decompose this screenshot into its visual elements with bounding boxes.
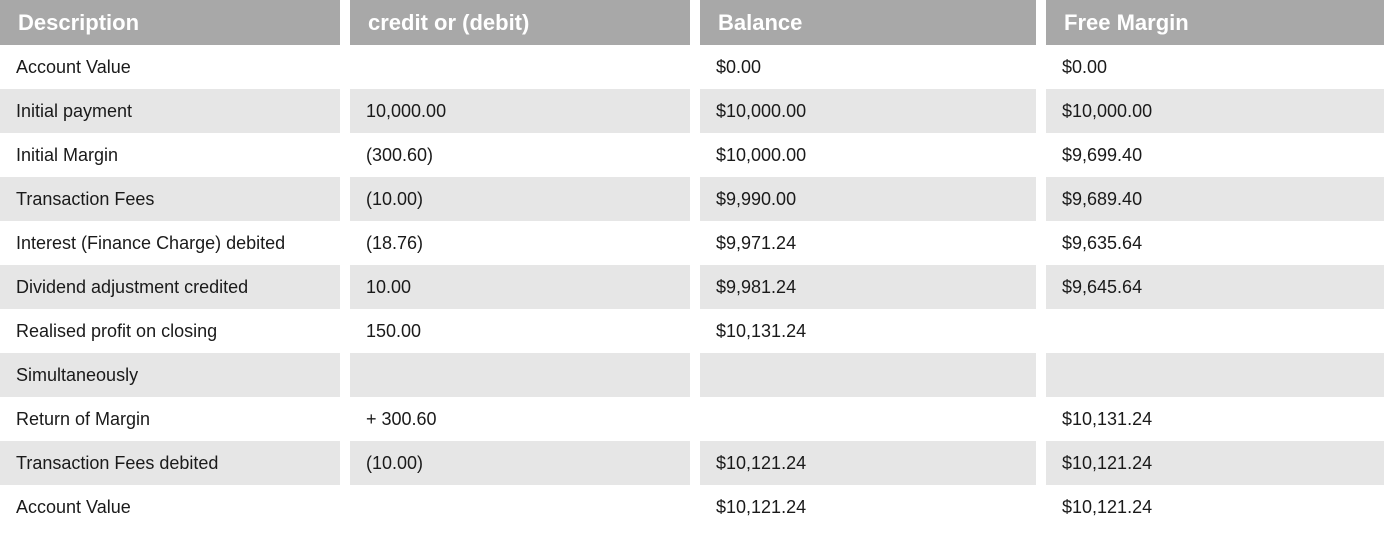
cell-balance: $10,121.24 [700,441,1036,485]
table-row: Realised profit on closing 150.00 $10,13… [0,309,1384,353]
table-row: Dividend adjustment credited 10.00 $9,98… [0,265,1384,309]
cell-credit-or-debit [350,353,690,397]
cell-credit-or-debit: (10.00) [350,441,690,485]
cell-balance: $10,121.24 [700,485,1036,529]
table-row: Simultaneously [0,353,1384,397]
cell-credit-or-debit [350,45,690,89]
cell-free-margin: $10,121.24 [1046,441,1384,485]
table-row: Initial payment 10,000.00 $10,000.00 $10… [0,89,1384,133]
header-free-margin: Free Margin [1046,0,1384,45]
cell-balance: $9,981.24 [700,265,1036,309]
table-row: Account Value $10,121.24 $10,121.24 [0,485,1384,529]
cell-description: Transaction Fees [0,177,340,221]
cell-balance: $0.00 [700,45,1036,89]
header-description: Description [0,0,340,45]
cell-free-margin [1046,353,1384,397]
cell-free-margin: $9,699.40 [1046,133,1384,177]
cell-free-margin [1046,309,1384,353]
cell-description: Transaction Fees debited [0,441,340,485]
cell-description: Account Value [0,45,340,89]
table-header-row: Description credit or (debit) Balance Fr… [0,0,1384,45]
cell-credit-or-debit: (300.60) [350,133,690,177]
table-row: Account Value $0.00 $0.00 [0,45,1384,89]
cell-credit-or-debit: + 300.60 [350,397,690,441]
cell-free-margin: $9,635.64 [1046,221,1384,265]
cell-credit-or-debit: 150.00 [350,309,690,353]
cell-description: Dividend adjustment credited [0,265,340,309]
cell-credit-or-debit: (18.76) [350,221,690,265]
header-balance: Balance [700,0,1036,45]
cell-balance: $10,131.24 [700,309,1036,353]
cell-description: Initial Margin [0,133,340,177]
cell-free-margin: $10,131.24 [1046,397,1384,441]
cell-free-margin: $10,000.00 [1046,89,1384,133]
cell-free-margin: $9,689.40 [1046,177,1384,221]
table-row: Transaction Fees (10.00) $9,990.00 $9,68… [0,177,1384,221]
cell-balance: $10,000.00 [700,133,1036,177]
cell-credit-or-debit [350,485,690,529]
cell-balance: $9,990.00 [700,177,1036,221]
cell-free-margin: $0.00 [1046,45,1384,89]
cell-balance: $9,971.24 [700,221,1036,265]
cell-balance [700,397,1036,441]
table-row: Transaction Fees debited (10.00) $10,121… [0,441,1384,485]
cell-description: Simultaneously [0,353,340,397]
cell-description: Return of Margin [0,397,340,441]
table-row: Initial Margin (300.60) $10,000.00 $9,69… [0,133,1384,177]
table-row: Interest (Finance Charge) debited (18.76… [0,221,1384,265]
cell-description: Interest (Finance Charge) debited [0,221,340,265]
cell-description: Realised profit on closing [0,309,340,353]
cell-free-margin: $9,645.64 [1046,265,1384,309]
cell-free-margin: $10,121.24 [1046,485,1384,529]
cell-credit-or-debit: 10.00 [350,265,690,309]
cell-credit-or-debit: 10,000.00 [350,89,690,133]
cell-description: Initial payment [0,89,340,133]
cell-balance: $10,000.00 [700,89,1036,133]
cell-balance [700,353,1036,397]
cell-description: Account Value [0,485,340,529]
table-row: Return of Margin + 300.60 $10,131.24 [0,397,1384,441]
cell-credit-or-debit: (10.00) [350,177,690,221]
account-ledger-table: Description credit or (debit) Balance Fr… [0,0,1384,529]
header-credit-or-debit: credit or (debit) [350,0,690,45]
